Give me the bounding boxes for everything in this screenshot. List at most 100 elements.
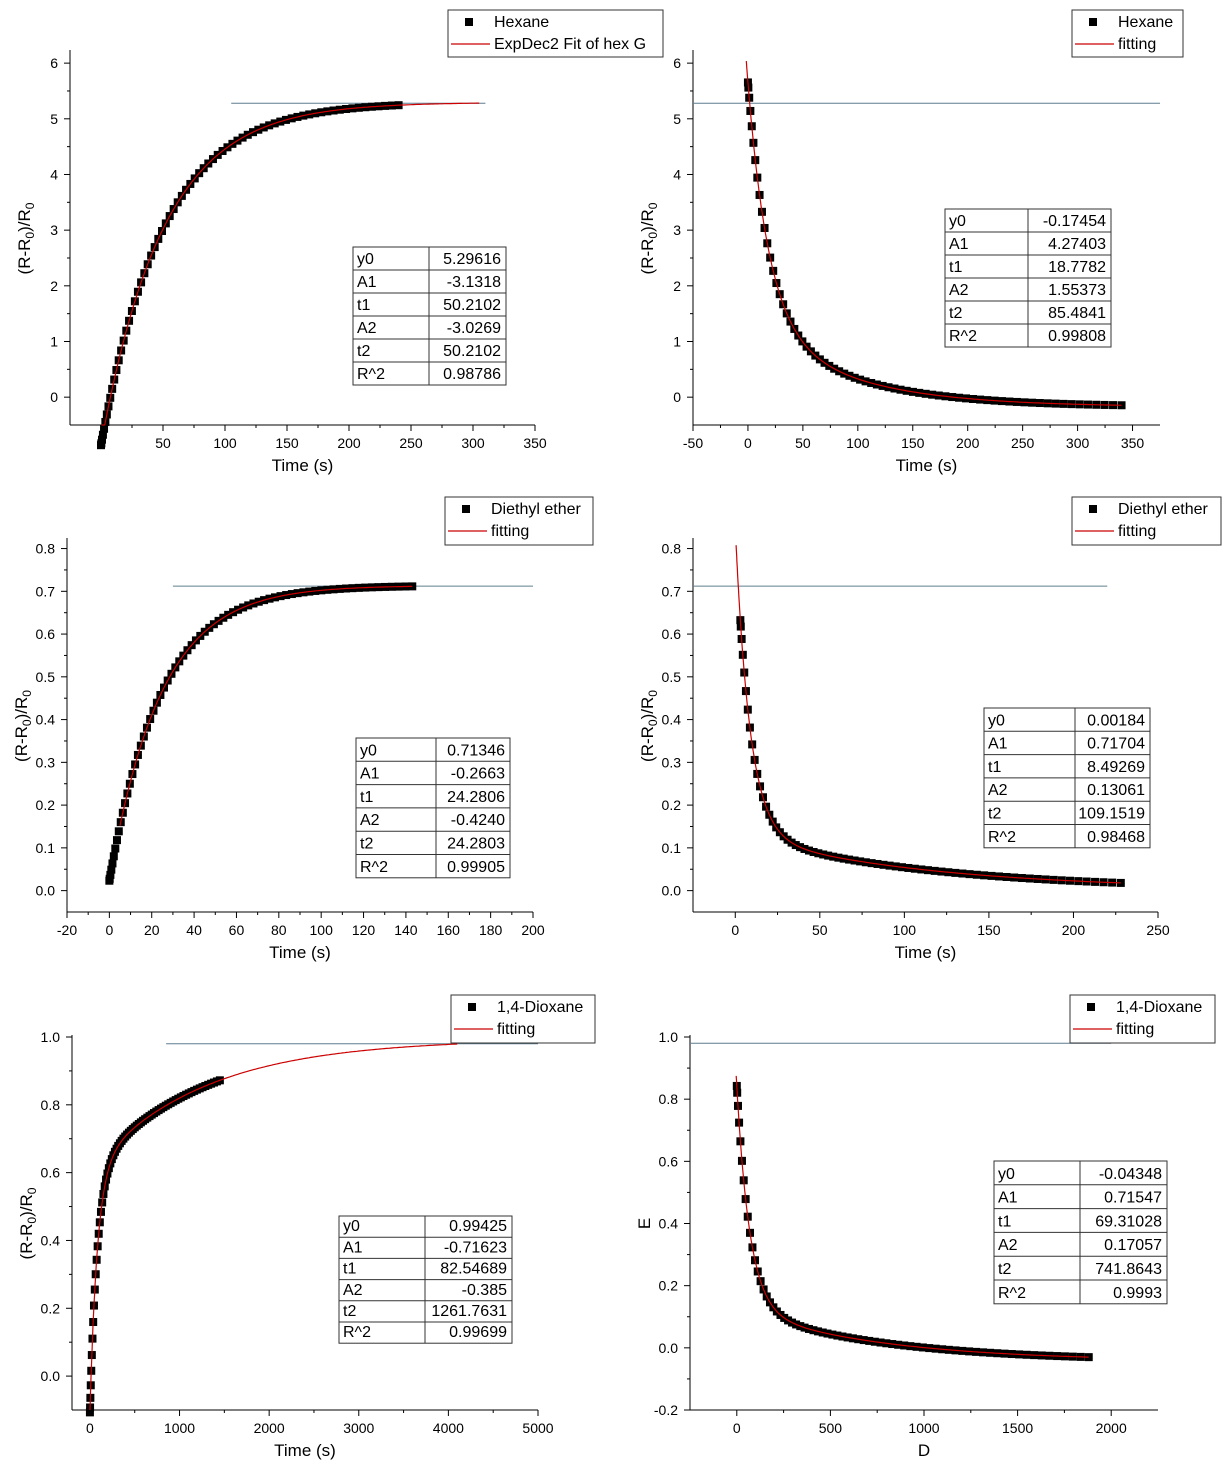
y-tick-label: 0 [673,389,681,405]
table-param-value: 0.98786 [443,366,501,383]
legend: Diethyl ether fitting [444,496,594,546]
fit-curve [745,61,1122,406]
data-point [1117,401,1126,410]
legend-label: 1,4-Dioxane [497,999,583,1016]
fit-curve [119,585,413,826]
table-param-name: t2 [343,1303,356,1320]
fit-curve [735,1075,1089,1358]
y-tick-label: 0.4 [659,1216,679,1232]
table-param-value: 24.2806 [447,789,505,806]
table-param-value: 0.99808 [1048,328,1106,345]
x-tick-label: 0 [744,435,752,451]
x-tick-label: 150 [275,435,299,451]
y-tick-label: 4 [673,166,681,182]
y-axis-title-part: (R-R [638,726,657,762]
y-axis-title-subscript: 0 [20,690,34,697]
legend: Hexane ExpDec2 Fit of hex G [447,9,664,58]
y-tick-label: 0.5 [662,669,682,685]
y-tick-label: 0.1 [36,840,56,856]
y-tick-label: 6 [50,55,58,71]
x-tick-label: 50 [155,435,171,451]
table-param-name: y0 [988,712,1005,729]
x-tick-label: -50 [683,435,703,451]
y-axis-title-subscript: 0 [20,719,34,726]
table-param-name: A1 [998,1190,1018,1207]
table-param-name: R^2 [988,829,1016,846]
x-tick-label: 4000 [433,1420,464,1436]
fit-curve [735,545,1121,884]
parameter-table: y0 -0.17454 A1 4.27403 t1 18.7782 A2 1.55373 t2 8… [944,208,1112,348]
table-param-name: t1 [949,259,962,276]
y-tick-label: 2 [50,278,58,294]
x-tick-label: 100 [893,922,917,938]
x-tick-label: 5000 [522,1420,553,1436]
y-tick-label: 0.3 [36,754,56,770]
y-tick-label: 0.2 [662,797,682,813]
x-tick-label: 350 [1121,435,1145,451]
y-tick-label: 0.4 [41,1232,61,1248]
y-tick-label: 0.4 [36,712,56,728]
table-param-name: t1 [343,1261,356,1278]
y-tick-label: 3 [50,222,58,238]
y-axis-title-part: (R-R [12,726,31,762]
y-tick-label: 0.6 [662,626,682,642]
x-tick-label: 180 [479,922,503,938]
x-tick-label: 1000 [908,1420,939,1436]
legend: Diethyl ether fitting [1071,496,1222,546]
x-tick-label: 50 [812,922,828,938]
x-tick-label: 250 [1146,922,1170,938]
y-tick-label: 0.7 [36,583,56,599]
legend-box [1071,9,1184,58]
table-param-name: A1 [360,766,380,783]
table-param-name: A1 [343,1239,363,1256]
table-param-name: y0 [949,213,966,230]
table-param-value: 85.4841 [1048,305,1106,322]
x-tick-label: 20 [144,922,160,938]
table-param-name: t2 [357,343,370,360]
y-tick-label: 5 [50,111,58,127]
legend-marker [1089,505,1097,513]
table-param-value: -0.71623 [444,1239,507,1256]
x-tick-label: 350 [523,435,547,451]
x-axis-title: Time (s) [895,943,957,962]
table-param-name: A1 [949,236,969,253]
table-param-name: t1 [357,297,370,314]
y-tick-label: 0 [50,389,58,405]
data-point [114,827,123,836]
data-point [1084,1353,1093,1362]
legend-label: Diethyl ether [1118,501,1208,518]
fit-curve [101,102,480,426]
y-axis-title: E [635,1218,654,1229]
table-param-value: -0.17454 [1043,213,1106,230]
legend-label: Hexane [494,14,549,31]
x-tick-label: 1000 [164,1420,195,1436]
table-param-value: 5.29616 [443,251,501,268]
table-param-value: 0.9993 [1113,1285,1162,1302]
x-axis-title: Time (s) [269,943,331,962]
y-tick-label: 0.0 [36,883,56,899]
x-tick-label: 3000 [343,1420,374,1436]
x-tick-label: 0 [733,1420,741,1436]
legend-label: fitting [1118,523,1156,540]
table-param-value: -0.2663 [451,766,505,783]
table-param-value: 0.99425 [449,1218,507,1235]
y-axis-title-part: )/R [638,209,657,232]
y-tick-label: 0.3 [662,754,682,770]
table-param-name: y0 [360,742,377,759]
data-series [85,1076,224,1417]
data-point [85,1408,94,1417]
table-param-value: 741.8643 [1095,1261,1162,1278]
legend-marker [1087,1003,1095,1011]
x-tick-label: -20 [57,922,77,938]
legend-label: fitting [497,1021,535,1038]
y-axis-title-subscript: 0 [646,232,660,239]
table-param-value: 1.55373 [1048,282,1106,299]
table-param-name: t2 [998,1261,1011,1278]
data-point [98,430,107,439]
legend-label: Hexane [1118,14,1173,31]
x-tick-label: 80 [271,922,287,938]
table-param-name: y0 [343,1218,360,1235]
y-axis-title-part: (R-R [638,239,657,275]
x-tick-label: 2000 [254,1420,285,1436]
